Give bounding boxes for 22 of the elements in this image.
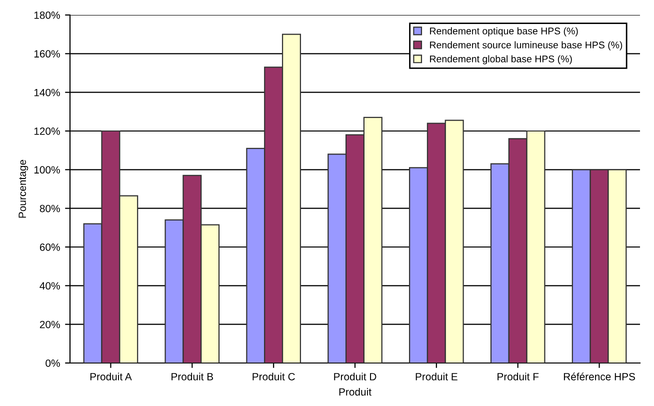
- legend-label: Rendement source lumineuse base HPS (%): [430, 41, 622, 50]
- legend-label: Rendement optique base HPS (%): [430, 27, 578, 36]
- y-tick-label: 140%: [34, 88, 60, 96]
- y-tick-label: 180%: [34, 12, 60, 19]
- y-tick-label: 40%: [40, 282, 60, 290]
- x-tick-label: Produit B: [172, 372, 214, 380]
- x-tick-label: Produit A: [90, 372, 132, 380]
- x-axis-title: Produit: [339, 388, 372, 396]
- y-tick-label: 160%: [34, 50, 60, 58]
- y-tick-label: 120%: [34, 128, 60, 135]
- legend-label: Rendement global base HPS (%): [430, 55, 572, 64]
- y-tick-label: 100%: [34, 166, 60, 174]
- y-tick-label: 60%: [40, 244, 60, 251]
- y-tick-label: 20%: [40, 320, 60, 328]
- x-tick-label: Référence HPS: [564, 372, 635, 380]
- x-tick-label: Produit E: [416, 372, 458, 380]
- x-tick-label: Produit D: [334, 372, 376, 380]
- y-axis-title: Pourcentage: [18, 160, 28, 218]
- y-tick-label: 0%: [46, 360, 60, 367]
- y-tick-label: 80%: [40, 204, 60, 212]
- x-tick-label: Produit C: [252, 372, 295, 380]
- x-tick-label: Produit F: [498, 372, 539, 380]
